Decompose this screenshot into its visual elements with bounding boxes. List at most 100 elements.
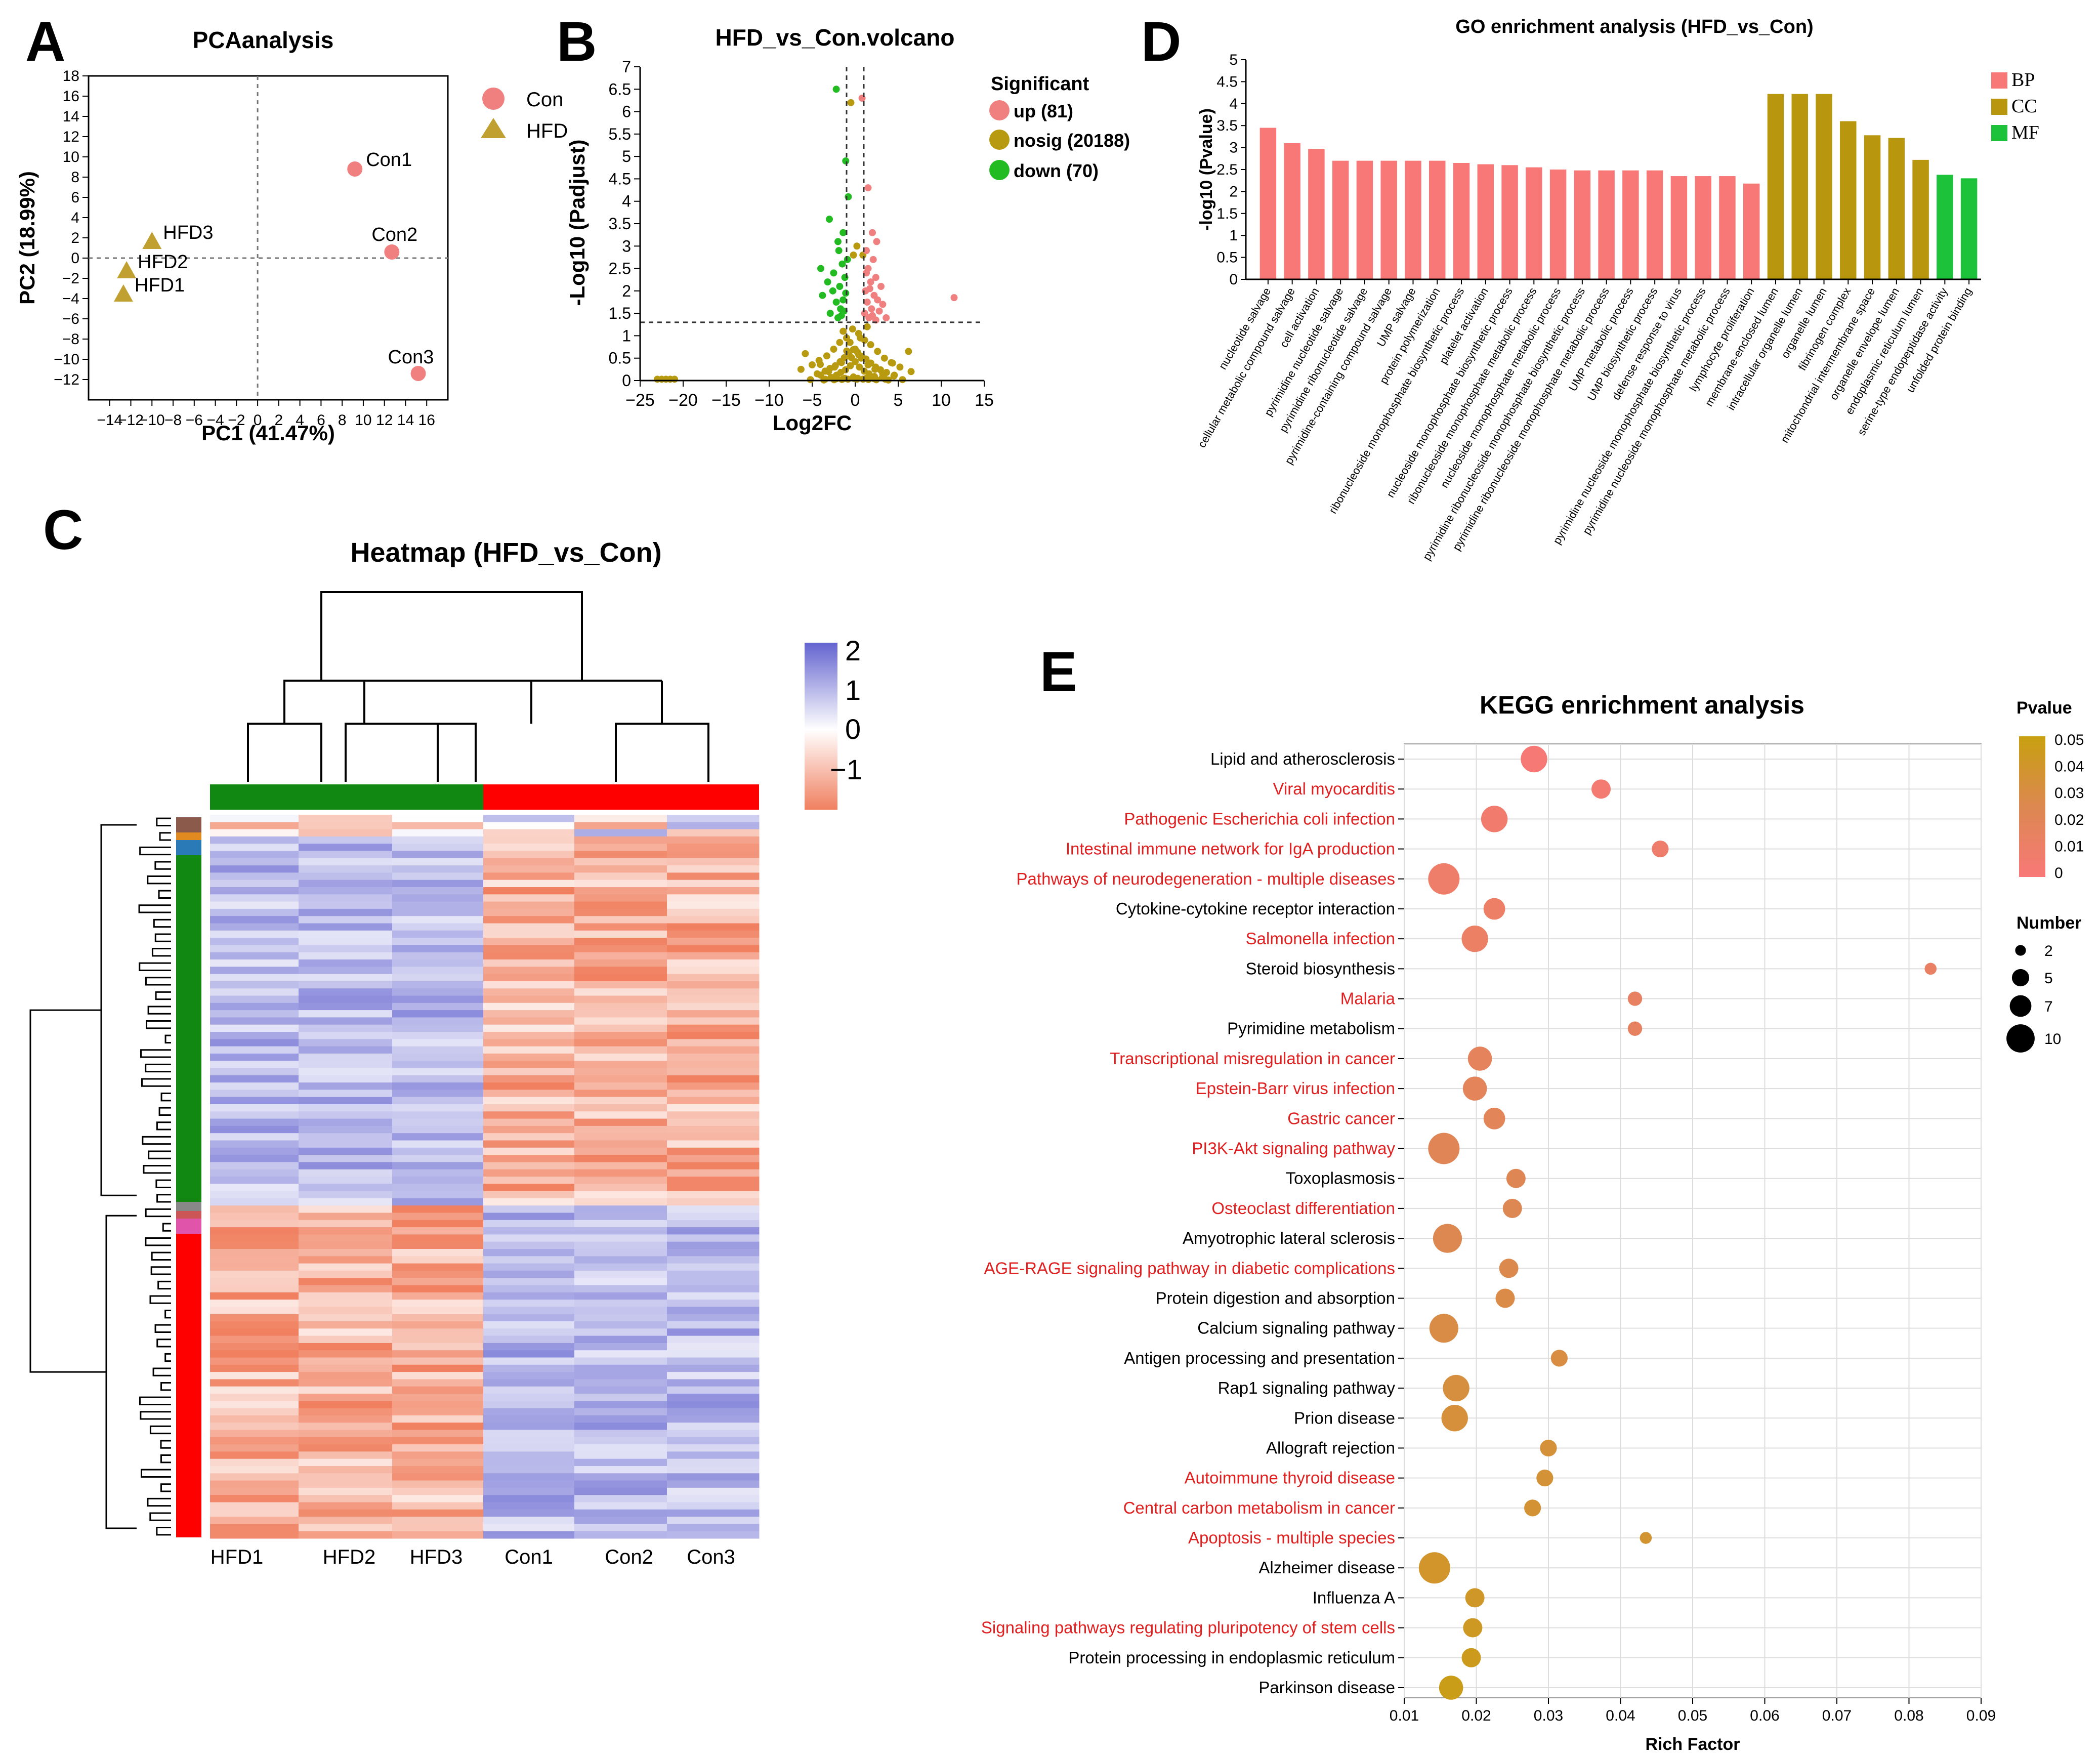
heatmap-cell (392, 952, 484, 960)
kegg-title: KEGG enrichment analysis (1480, 691, 1804, 719)
heatmap-cell (667, 1191, 760, 1199)
heatmap-cell (392, 967, 484, 975)
heatmap-cell (574, 1061, 667, 1068)
heatmap-cell (210, 1343, 299, 1351)
heatmap-cell (210, 1401, 299, 1409)
heatmap-cell (210, 1118, 299, 1126)
kegg-colorbar-tick-label: 0.01 (2054, 838, 2084, 855)
pca-xtick-label: −10 (139, 412, 165, 429)
volcano-point-nosig (671, 375, 678, 383)
heatmap-cell (210, 916, 299, 924)
heatmap-cell (483, 1487, 575, 1495)
kegg-pathway-label: Viral myocarditis (1273, 779, 1395, 798)
heatmap-cell (210, 1227, 299, 1235)
heatmap-cell (574, 1394, 667, 1401)
heatmap-cell (299, 1205, 393, 1213)
heatmap-cell (667, 901, 760, 909)
heatmap-cell (299, 1140, 393, 1148)
heatmap-cell (574, 981, 667, 989)
heatmap-cell (392, 1090, 484, 1098)
volcano-point-up (879, 301, 887, 308)
go-bar (1670, 176, 1688, 279)
kegg-pathway-label: Pathogenic Escherichia coli infection (1124, 809, 1395, 828)
heatmap-cell (667, 967, 760, 975)
heatmap-cell (667, 1090, 760, 1098)
heatmap-cell (299, 1343, 393, 1351)
heatmap-cell (483, 1357, 575, 1365)
heatmap-cell (483, 1234, 575, 1242)
heatmap-cell (483, 1097, 575, 1105)
heatmap-cell (392, 1502, 484, 1510)
heatmap-scale-tick: 0 (845, 713, 861, 745)
volcano-point-nosig (839, 327, 847, 335)
heatmap-cell (210, 1155, 299, 1162)
heatmap-cell (483, 1147, 575, 1155)
heatmap-cell (574, 865, 667, 873)
heatmap-cell (299, 1509, 393, 1517)
volcano-panel: HFD_vs_Con.volcano −25 −20 −15 −10 −5 0 5 10 150… (565, 24, 1130, 435)
heatmap-cell (667, 938, 760, 945)
heatmap-cell (392, 923, 484, 931)
heatmap-col-label-hfd1: HFD1 (211, 1546, 263, 1568)
heatmap-cell (574, 1379, 667, 1387)
go-ytick-label: 4 (1229, 96, 1238, 112)
row-dendrogram-branch (147, 1497, 171, 1507)
heatmap-cell (483, 1024, 575, 1032)
pca-xtick-label: 8 (338, 412, 347, 429)
heatmap-cell (210, 1495, 299, 1502)
heatmap-cell (210, 1458, 299, 1467)
volcano-point-nosig (809, 361, 816, 368)
kegg-colorbar-tick-label: 0.04 (2054, 759, 2084, 775)
heatmap-cell (483, 1198, 575, 1206)
heatmap-cell (667, 1386, 760, 1394)
volcano-point-nosig (836, 358, 844, 365)
volcano-point-up (867, 278, 874, 286)
heatmap-cell (392, 1314, 484, 1322)
heatmap-cell (483, 1090, 575, 1098)
heatmap-cell (667, 1524, 760, 1532)
heatmap-cell (210, 872, 299, 881)
row-dendrogram-branch (156, 1121, 171, 1131)
heatmap-cell (574, 945, 667, 953)
volcano-point-nosig (823, 352, 830, 360)
volcano-point-nosig (896, 363, 904, 371)
heatmap-cell (299, 945, 393, 953)
heatmap-cell (667, 959, 760, 967)
heatmap-cell (210, 1444, 299, 1452)
heatmap-cell (392, 1104, 484, 1112)
heatmap-cell (574, 1068, 667, 1076)
heatmap-cell (483, 974, 575, 982)
heatmap-cell (392, 1046, 484, 1054)
heatmap-cell (574, 1213, 667, 1221)
heatmap-cell (483, 815, 575, 822)
heatmap-cell (392, 822, 484, 830)
volcano-point-nosig (874, 348, 881, 355)
volcano-point-down (835, 247, 843, 255)
heatmap-cell (667, 1111, 760, 1119)
kegg-bubble (1429, 1314, 1458, 1343)
heatmap-cell (392, 1017, 484, 1025)
row-dendrogram-branch (158, 1107, 171, 1116)
heatmap-cell (210, 1372, 299, 1379)
volcano-point-nosig (889, 359, 896, 367)
heatmap-cell (210, 1263, 299, 1271)
heatmap-cell (574, 1321, 667, 1329)
volcano-point-up (863, 269, 870, 277)
heatmap-cell (483, 1177, 575, 1184)
heatmap-cell (667, 1177, 760, 1184)
heatmap-cell (574, 1104, 667, 1112)
volcano-point-nosig (848, 354, 855, 361)
heatmap-cell (210, 1125, 299, 1134)
heatmap-cell (483, 1372, 575, 1379)
heatmap-cell (210, 1140, 299, 1148)
heatmap-cell (392, 844, 484, 851)
kegg-size-legend-label: 10 (2044, 1031, 2061, 1048)
heatmap-cell (210, 1053, 299, 1061)
heatmap-cell (667, 1220, 760, 1228)
heatmap-cell (483, 1118, 575, 1126)
pca-xtick-label: 2 (275, 412, 283, 429)
heatmap-cell (392, 1423, 484, 1430)
heatmap-cell (299, 1133, 393, 1141)
heatmap-cell (574, 1140, 667, 1148)
go-bar (1380, 160, 1397, 279)
